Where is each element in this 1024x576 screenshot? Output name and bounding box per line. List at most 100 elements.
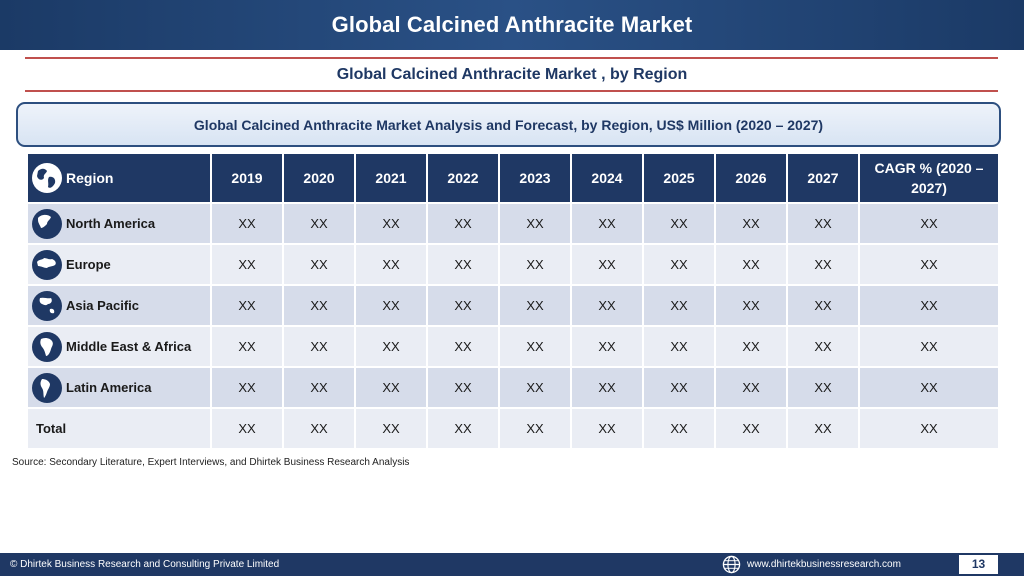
table-row: Total XX XX XX XX XX XX XX XX XX XX bbox=[26, 407, 1000, 450]
analysis-title-box: Global Calcined Anthracite Market Analys… bbox=[16, 102, 1001, 147]
value-cell: XX bbox=[426, 243, 500, 286]
value-cell: XX bbox=[858, 202, 1000, 245]
column-header-2025: 2025 bbox=[642, 152, 716, 204]
value-cell: XX bbox=[282, 243, 356, 286]
column-header-2024: 2024 bbox=[570, 152, 644, 204]
value-cell: XX bbox=[642, 366, 716, 409]
value-cell: XX bbox=[210, 366, 284, 409]
value-cell: XX bbox=[354, 243, 428, 286]
top-title-bar: Global Calcined Anthracite Market bbox=[0, 0, 1024, 50]
region-name-middle-east-and-africa: Middle East & Africa bbox=[66, 339, 192, 354]
region-cell: Middle East & Africa bbox=[26, 325, 212, 368]
value-cell: XX bbox=[426, 202, 500, 245]
value-cell: XX bbox=[210, 284, 284, 327]
table-row: North America XX XX XX XX XX XX XX XX XX XX bbox=[26, 202, 1000, 245]
table-row: Latin America XX XX XX XX XX XX XX XX XX XX bbox=[26, 366, 1000, 409]
value-cell: XX bbox=[714, 284, 788, 327]
value-cell: XX bbox=[282, 202, 356, 245]
column-header-label: Region bbox=[66, 170, 114, 186]
value-cell: XX bbox=[426, 284, 500, 327]
europe-globe-icon bbox=[32, 249, 62, 280]
column-header-2026: 2026 bbox=[714, 152, 788, 204]
value-cell: XX bbox=[786, 366, 860, 409]
column-header-2021: 2021 bbox=[354, 152, 428, 204]
column-header-2020: 2020 bbox=[282, 152, 356, 204]
value-cell: XX bbox=[642, 202, 716, 245]
table-header-row: Region 2019 2020 2021 2022 2023 2024 202… bbox=[26, 152, 1000, 204]
value-cell: XX bbox=[786, 325, 860, 368]
column-header-2019: 2019 bbox=[210, 152, 284, 204]
source-note: Source: Secondary Literature, Expert Int… bbox=[12, 457, 410, 468]
column-header-cagr: CAGR % (2020 – 2027) bbox=[858, 152, 1000, 204]
value-cell: XX bbox=[570, 407, 644, 450]
value-cell: XX bbox=[570, 202, 644, 245]
value-cell: XX bbox=[282, 325, 356, 368]
value-cell: XX bbox=[498, 202, 572, 245]
section-subtitle: Global Calcined Anthracite Market , by R… bbox=[336, 66, 688, 83]
value-cell: XX bbox=[282, 407, 356, 450]
value-cell: XX bbox=[714, 325, 788, 368]
latin-america-globe-icon bbox=[32, 372, 62, 403]
value-cell: XX bbox=[786, 407, 860, 450]
value-cell: XX bbox=[498, 407, 572, 450]
table-row: Europe XX XX XX XX XX XX XX XX XX XX bbox=[26, 243, 1000, 286]
globe-icon bbox=[32, 163, 62, 193]
value-cell: XX bbox=[426, 366, 500, 409]
value-cell: XX bbox=[282, 284, 356, 327]
value-cell: XX bbox=[714, 243, 788, 286]
value-cell: XX bbox=[570, 284, 644, 327]
value-cell: XX bbox=[714, 366, 788, 409]
column-header-2023: 2023 bbox=[498, 152, 572, 204]
column-header-2022: 2022 bbox=[426, 152, 500, 204]
value-cell: XX bbox=[354, 325, 428, 368]
region-cell: Europe bbox=[26, 243, 212, 286]
region-cell: Latin America bbox=[26, 366, 212, 409]
analysis-title: Global Calcined Anthracite Market Analys… bbox=[193, 116, 824, 133]
north-america-globe-icon bbox=[32, 208, 62, 239]
website-url[interactable]: www.dhirtekbusinessresearch.com bbox=[747, 559, 901, 570]
value-cell: XX bbox=[210, 325, 284, 368]
globe-icon bbox=[722, 555, 741, 574]
region-name-north-america: North America bbox=[66, 216, 156, 231]
value-cell: XX bbox=[498, 366, 572, 409]
value-cell: XX bbox=[426, 407, 500, 450]
region-cell: North America bbox=[26, 202, 212, 245]
value-cell: XX bbox=[210, 243, 284, 286]
value-cell: XX bbox=[858, 325, 1000, 368]
copyright-text: © Dhirtek Business Research and Consulti… bbox=[10, 559, 280, 570]
bottom-divider bbox=[25, 90, 998, 92]
value-cell: XX bbox=[498, 243, 572, 286]
value-cell: XX bbox=[642, 325, 716, 368]
value-cell: XX bbox=[858, 407, 1000, 450]
value-cell: XX bbox=[354, 366, 428, 409]
value-cell: XX bbox=[786, 284, 860, 327]
value-cell: XX bbox=[786, 202, 860, 245]
region-forecast-table: Region 2019 2020 2021 2022 2023 2024 202… bbox=[26, 152, 1000, 450]
value-cell: XX bbox=[210, 407, 284, 450]
africa-globe-icon bbox=[32, 331, 62, 362]
region-cell: Asia Pacific bbox=[26, 284, 212, 327]
region-name-latin-america: Latin America bbox=[66, 380, 152, 395]
value-cell: XX bbox=[858, 366, 1000, 409]
column-header-2027: 2027 bbox=[786, 152, 860, 204]
value-cell: XX bbox=[498, 325, 572, 368]
value-cell: XX bbox=[786, 243, 860, 286]
value-cell: XX bbox=[570, 366, 644, 409]
value-cell: XX bbox=[714, 407, 788, 450]
website-link[interactable]: www.dhirtekbusinessresearch.com bbox=[722, 555, 901, 574]
value-cell: XX bbox=[354, 407, 428, 450]
value-cell: XX bbox=[642, 407, 716, 450]
asia-pacific-globe-icon bbox=[32, 290, 62, 321]
region-name-asia-pacific: Asia Pacific bbox=[66, 298, 139, 313]
value-cell: XX bbox=[210, 202, 284, 245]
value-cell: XX bbox=[570, 243, 644, 286]
value-cell: XX bbox=[354, 202, 428, 245]
page-title: Global Calcined Anthracite Market bbox=[331, 12, 693, 37]
value-cell: XX bbox=[642, 243, 716, 286]
region-name-total: Total bbox=[36, 421, 67, 436]
value-cell: XX bbox=[426, 325, 500, 368]
region-table-container: Region 2019 2020 2021 2022 2023 2024 202… bbox=[26, 152, 1000, 450]
value-cell: XX bbox=[498, 284, 572, 327]
value-cell: XX bbox=[570, 325, 644, 368]
value-cell: XX bbox=[714, 202, 788, 245]
